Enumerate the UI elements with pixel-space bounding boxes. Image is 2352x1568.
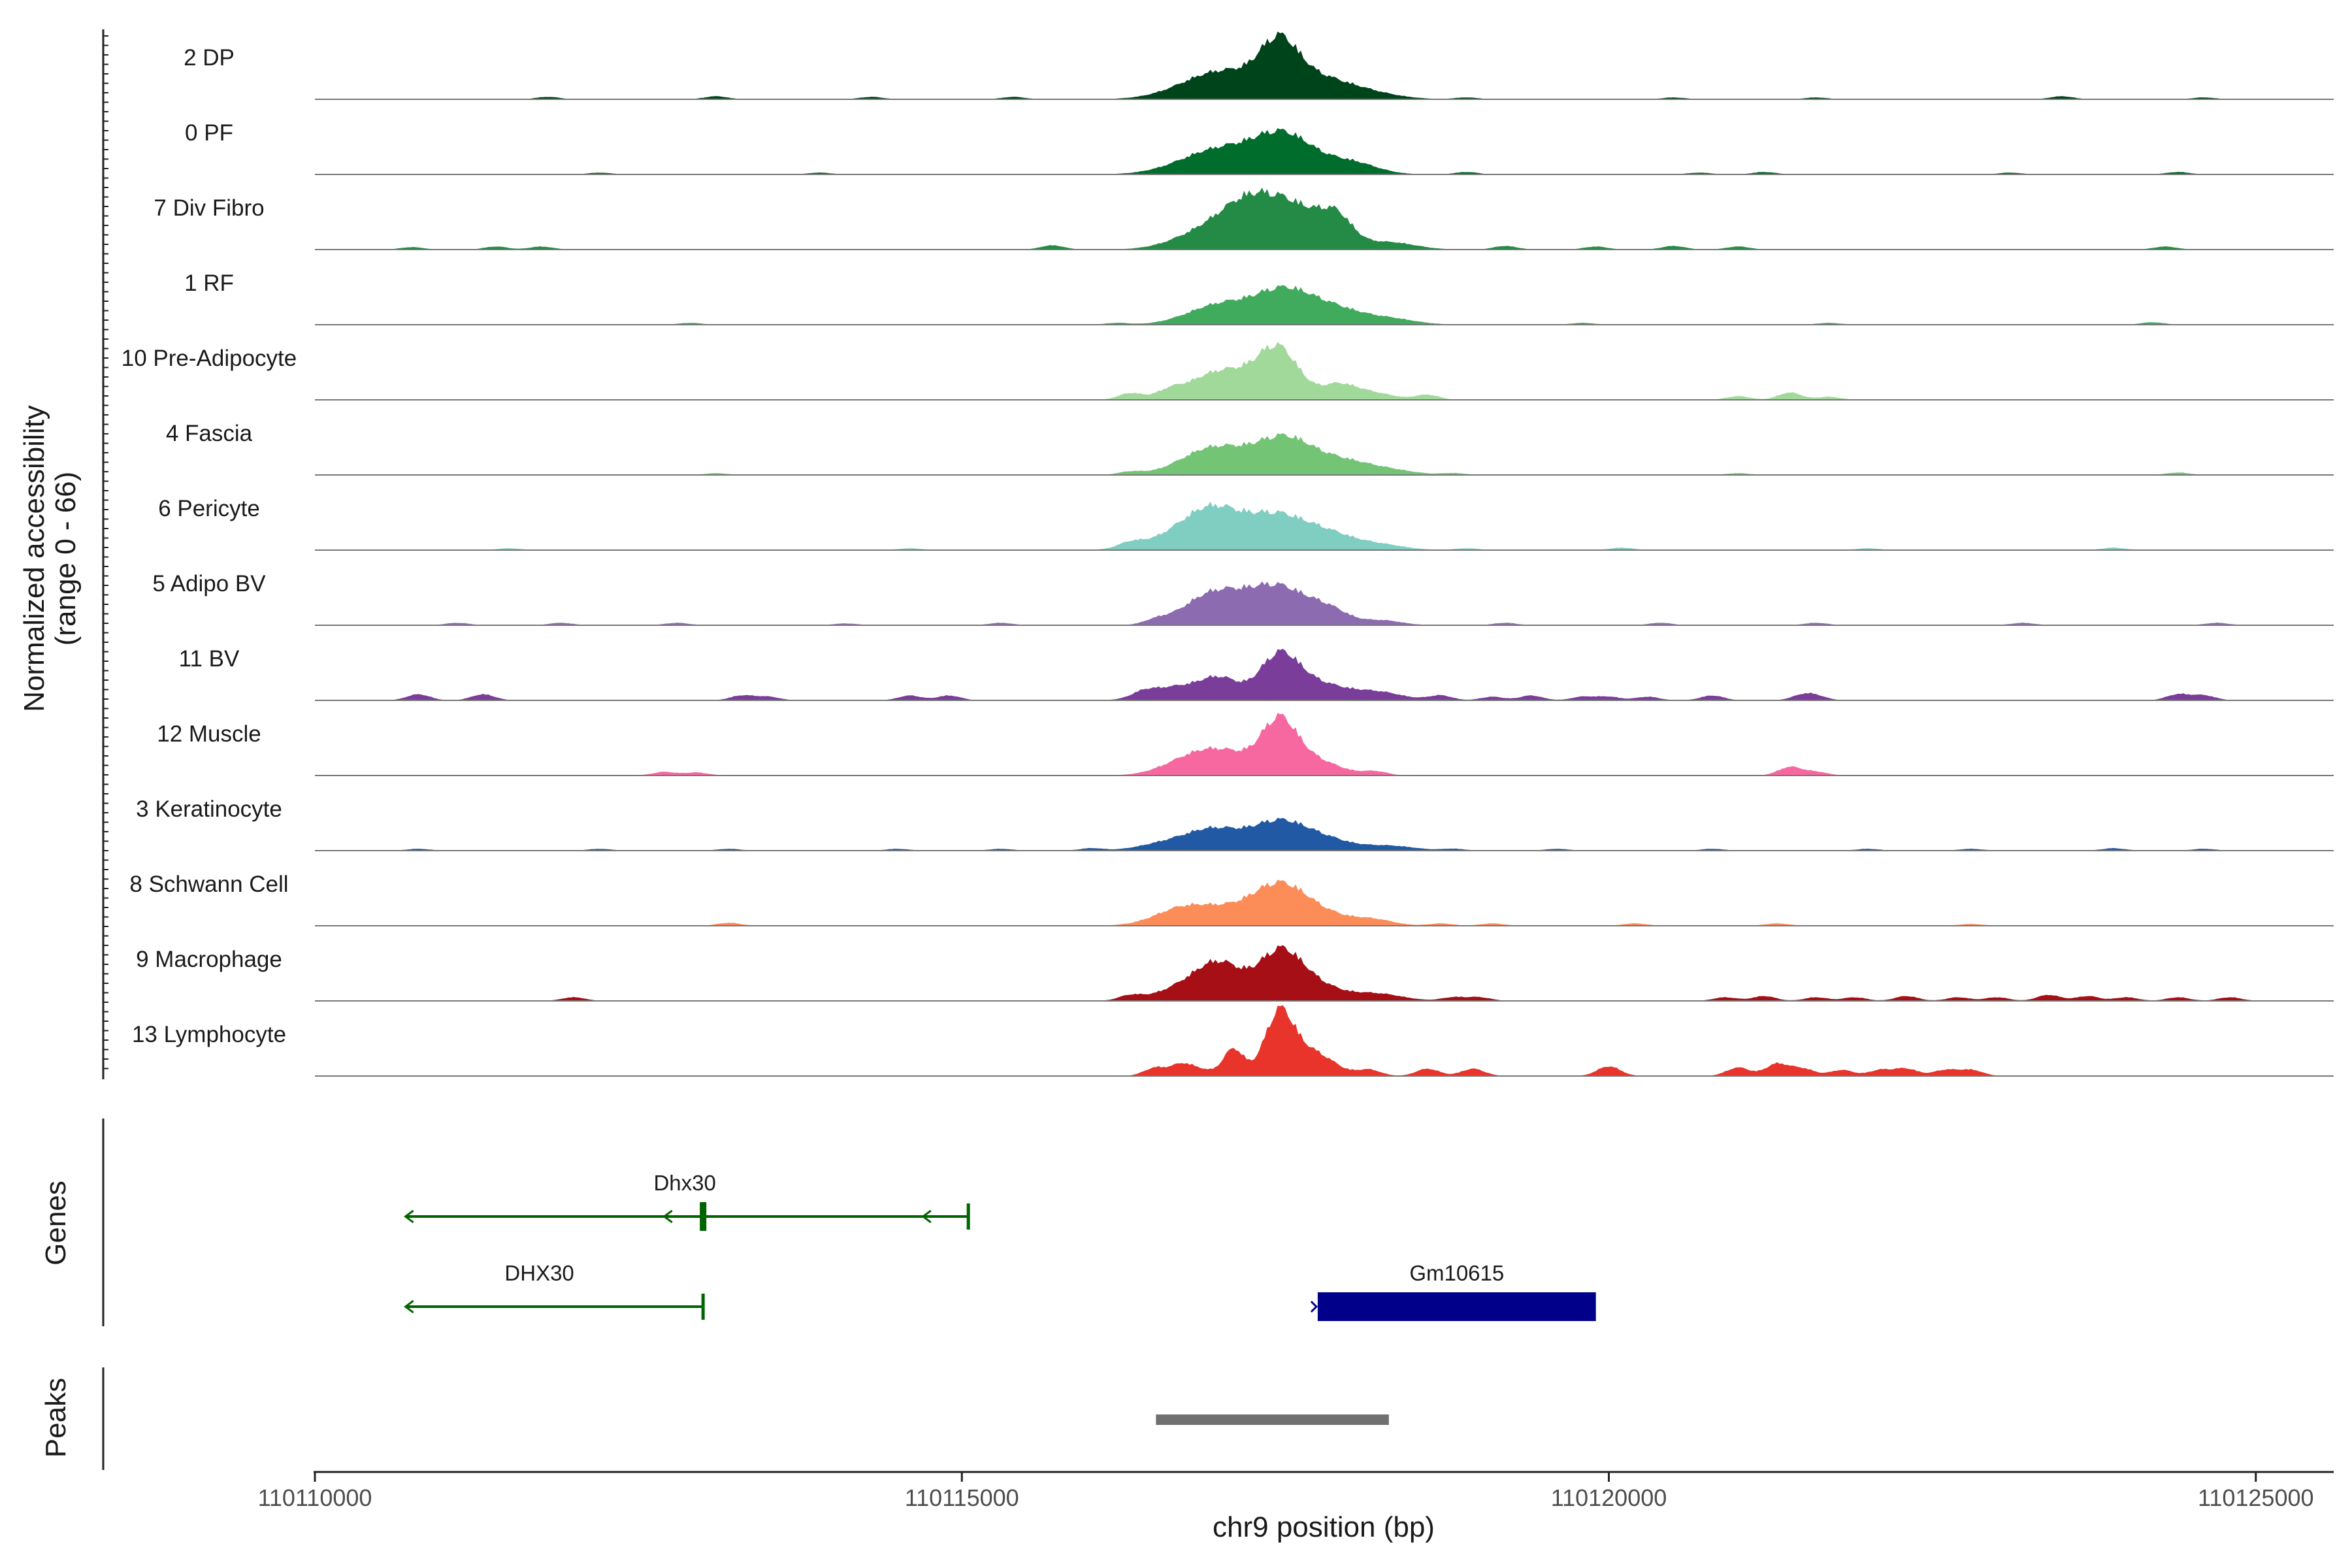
peak-region: [1156, 1414, 1389, 1425]
peak-track: [1156, 1414, 1389, 1425]
coverage-area: [315, 649, 2334, 700]
peaks-panel-title: Peaks: [40, 1378, 72, 1458]
coverage-tracks: 2 DP 0 PF 7 Div Fibro 1 RF 10 Pre-Adipocyte 4…: [122, 31, 2334, 1077]
track-label: 1 RF: [184, 270, 234, 296]
x-axis-title: chr9 position (bp): [1213, 1511, 1435, 1543]
x-tick-label: 110120000: [1551, 1484, 1667, 1511]
track-6: 4 Fascia: [166, 421, 2334, 476]
track-label: 12 Muscle: [157, 721, 261, 747]
coverage-area: [315, 713, 2334, 776]
coverage-area: [315, 128, 2334, 174]
coverage-area: [315, 188, 2334, 250]
gene-dhx30: Dhx30: [404, 1171, 970, 1231]
coverage-area: [315, 342, 2334, 400]
strand-arrow: [662, 1209, 673, 1224]
track-label: 13 Lymphocyte: [132, 1022, 286, 1047]
gene-body: [1317, 1292, 1596, 1321]
accessibility-axis-ticks: [103, 35, 108, 1070]
track-8: 5 Adipo BV: [152, 571, 2334, 626]
track-label: 5 Adipo BV: [152, 571, 266, 596]
strand-arrow: [1310, 1300, 1318, 1313]
track-label: 0 PF: [185, 120, 233, 146]
x-axis-ticks: 110110000 110115000 110120000 110125000: [258, 1472, 2314, 1511]
track-label: 7 Div Fibro: [154, 195, 264, 221]
track-12: 8 Schwann Cell: [129, 872, 2334, 926]
strand-arrow: [404, 1299, 414, 1314]
coverage-area: [315, 433, 2334, 475]
track-11: 3 Keratinocyte: [136, 796, 2334, 851]
track-label: 3 Keratinocyte: [136, 796, 282, 822]
track-3: 7 Div Fibro: [154, 188, 2334, 250]
track-13: 9 Macrophage: [136, 945, 2334, 1002]
gene-label: Gm10615: [1409, 1261, 1504, 1285]
coverage-area: [315, 1005, 2334, 1076]
gene-label: Dhx30: [653, 1171, 715, 1195]
track-14: 13 Lymphocyte: [132, 1005, 2334, 1077]
coverage-area: [315, 581, 2334, 625]
track-label: 8 Schwann Cell: [129, 872, 288, 897]
coverage-area: [315, 817, 2334, 851]
track-10: 12 Muscle: [157, 713, 2334, 776]
track-1: 2 DP: [184, 31, 2334, 100]
coverage-area: [315, 501, 2334, 550]
coverage-area: [315, 945, 2334, 1001]
gene-dhx30: DHX30: [404, 1261, 705, 1320]
track-label: 11 BV: [179, 646, 240, 672]
strand-arrow: [921, 1209, 932, 1224]
x-tick-label: 110125000: [2198, 1484, 2314, 1511]
track-label: 4 Fascia: [166, 421, 253, 446]
genes-panel-title: Genes: [40, 1181, 72, 1266]
gene-gm10615: Gm10615: [1310, 1261, 1596, 1321]
coverage-area: [315, 879, 2334, 926]
track-2: 0 PF: [185, 120, 2334, 175]
coverage-area: [315, 285, 2334, 325]
y-axis-range: (range 0 - 66): [50, 472, 82, 646]
track-9: 11 BV: [179, 646, 2334, 701]
x-tick-label: 110110000: [258, 1484, 372, 1511]
gene-exon: [700, 1202, 707, 1231]
strand-arrow: [404, 1209, 414, 1224]
coverage-area: [315, 31, 2334, 100]
track-label: 10 Pre-Adipocyte: [122, 346, 297, 371]
gene-label: DHX30: [504, 1261, 574, 1285]
x-tick-label: 110115000: [905, 1484, 1019, 1511]
track-7: 6 Pericyte: [158, 496, 2334, 551]
track-label: 6 Pericyte: [158, 496, 260, 521]
gene-track: Dhx30 DHX30 Gm10615: [404, 1171, 1596, 1321]
track-label: 9 Macrophage: [136, 947, 282, 972]
track-5: 10 Pre-Adipocyte: [122, 342, 2334, 400]
track-label: 2 DP: [184, 45, 235, 71]
track-4: 1 RF: [184, 270, 2334, 325]
y-axis-title: Normalized accessibility: [18, 405, 50, 711]
